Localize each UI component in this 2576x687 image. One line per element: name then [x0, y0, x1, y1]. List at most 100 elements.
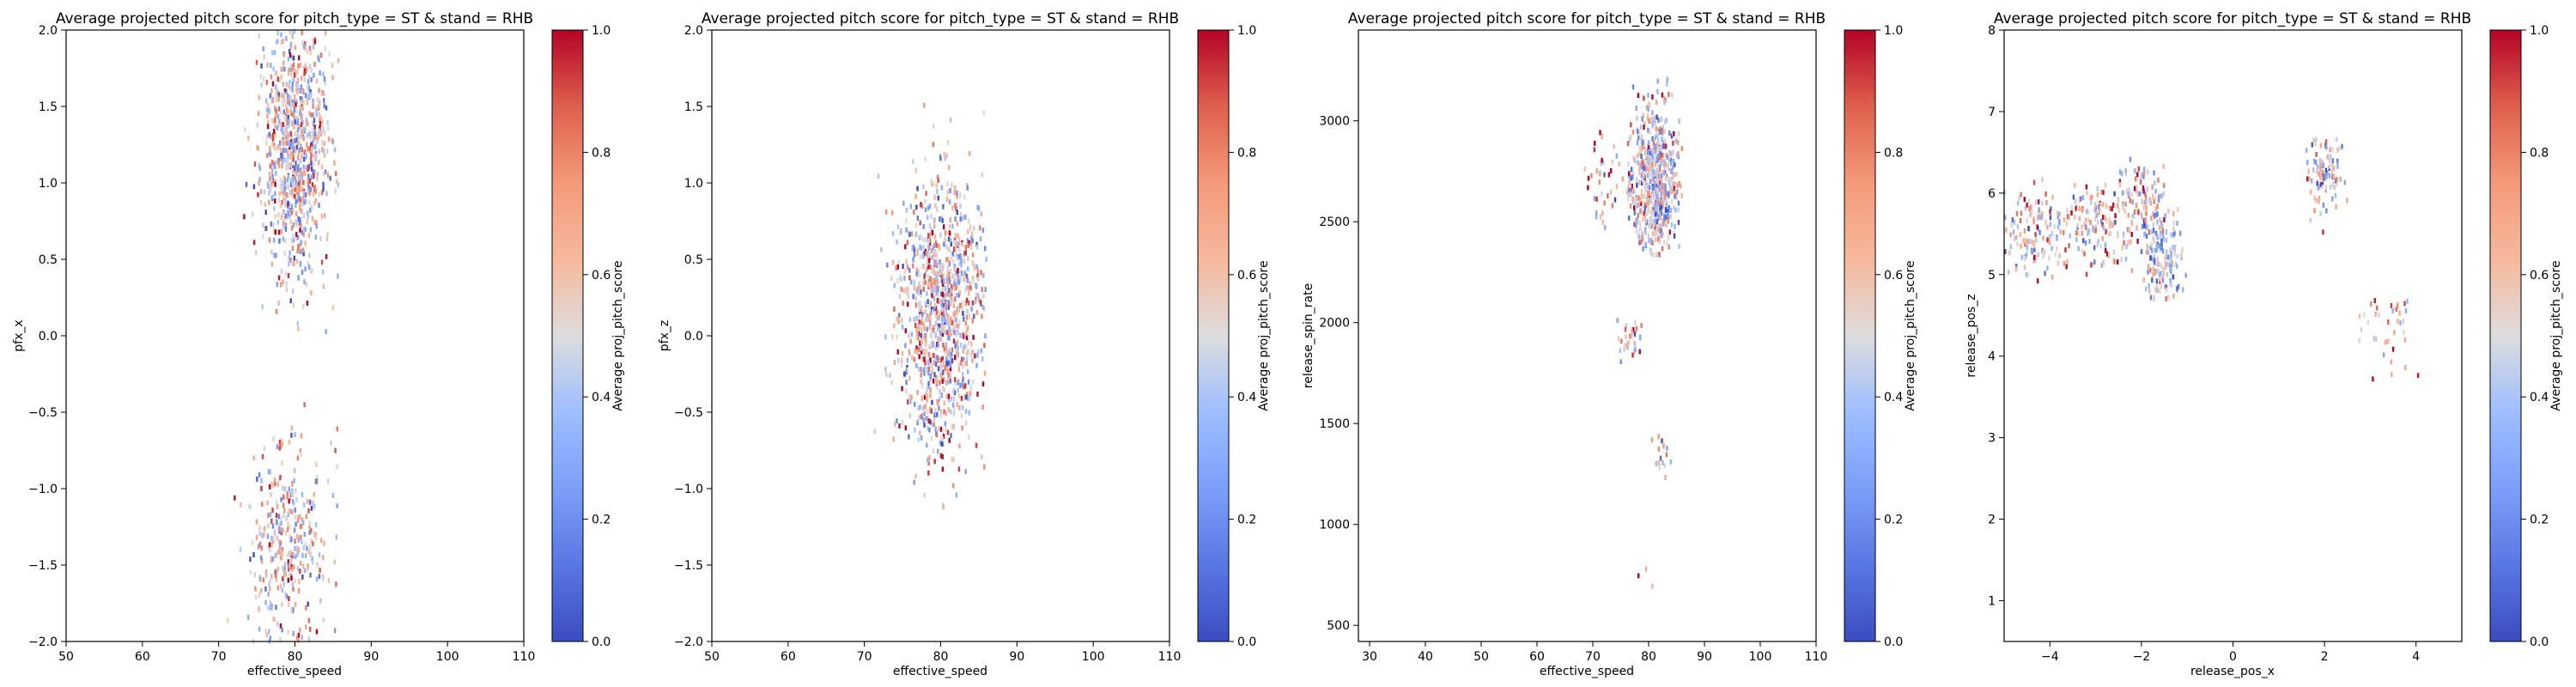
heatmap-cell	[319, 568, 321, 574]
heatmap-cell	[927, 252, 929, 257]
heatmap-cell	[983, 343, 986, 349]
heatmap-cell	[1601, 160, 1605, 165]
heatmap-cell	[1598, 179, 1601, 185]
heatmap-cell	[2170, 232, 2172, 238]
heatmap-cell	[291, 489, 294, 495]
heatmap-cell	[1637, 573, 1640, 579]
y-tick-label: −1.5	[28, 559, 58, 573]
heatmap-cell	[1643, 142, 1645, 148]
heatmap-cell	[1655, 170, 1657, 175]
heatmap-cell	[282, 130, 284, 136]
heatmap-cell	[305, 514, 308, 520]
heatmap-cell	[1607, 172, 1611, 178]
heatmap-cell	[275, 39, 278, 45]
heatmap-cell	[976, 273, 979, 279]
heatmap-cell	[935, 283, 939, 289]
heatmap-cell	[1677, 131, 1680, 137]
heatmap-cell	[315, 462, 318, 468]
heatmap-cell	[2176, 253, 2178, 259]
heatmap-cell	[2015, 210, 2019, 216]
heatmap-cell	[2319, 166, 2322, 172]
heatmap-cell	[919, 340, 921, 346]
heatmap-cell	[1640, 200, 1643, 206]
x-tick-label: 90	[363, 650, 379, 664]
heatmap-cell	[927, 238, 930, 244]
heatmap-cell	[336, 426, 339, 432]
heatmap-cell	[287, 139, 290, 145]
heatmap-cell	[1610, 167, 1613, 173]
heatmap-cell	[890, 276, 893, 282]
heatmap-cell	[291, 86, 294, 92]
heatmap-cell	[924, 337, 927, 344]
heatmap-cell	[269, 578, 272, 584]
heatmap-cell	[962, 334, 965, 339]
heatmap-cell	[948, 437, 951, 443]
heatmap-cell	[921, 253, 925, 259]
heatmap-cell	[1632, 327, 1635, 332]
heatmap-cell	[266, 124, 270, 130]
heatmap-cell	[318, 57, 320, 63]
heatmap-cell	[951, 402, 955, 408]
heatmap-cell	[307, 121, 310, 127]
heatmap-cell	[2324, 185, 2328, 191]
heatmap-cell	[922, 417, 925, 423]
heatmap-cell	[2069, 233, 2071, 239]
heatmap-cell	[298, 579, 301, 585]
heatmap-cell	[920, 396, 924, 401]
heatmap-cell	[289, 219, 292, 225]
heatmap-cell	[288, 498, 290, 504]
heatmap-cell	[927, 257, 929, 262]
heatmap-cell	[300, 122, 303, 128]
heatmap-cell	[283, 114, 286, 120]
heatmap-cell	[1643, 95, 1645, 101]
heatmap-cell	[310, 505, 313, 511]
heatmap-cell	[1637, 93, 1640, 99]
heatmap-cell	[279, 555, 283, 561]
heatmap-cell	[269, 149, 271, 155]
heatmap-cell	[898, 423, 901, 429]
heatmap-cell	[1659, 184, 1662, 190]
heatmap-cell	[910, 279, 913, 285]
heatmap-cell	[938, 309, 940, 315]
heatmap-cell	[246, 614, 250, 620]
heatmap-cell	[284, 202, 287, 208]
heatmap-cell	[288, 154, 290, 160]
heatmap-cell	[955, 341, 958, 347]
heatmap-cell	[297, 63, 300, 69]
heatmap-cell	[289, 142, 293, 148]
heatmap-cell	[1652, 167, 1655, 173]
heatmap-cell	[931, 264, 933, 271]
heatmap-cell	[271, 523, 275, 529]
heatmap-cell	[2102, 260, 2105, 265]
heatmap-cell	[2177, 207, 2179, 212]
heatmap-cell	[297, 192, 300, 198]
heatmap-cell	[274, 569, 276, 575]
heatmap-cell	[283, 223, 287, 229]
heatmap-cell	[251, 540, 254, 546]
heatmap-cell	[296, 155, 300, 161]
y-tick-label: 2000	[1319, 317, 1350, 331]
heatmap-cell	[299, 227, 301, 233]
heatmap-cell	[2370, 301, 2372, 307]
heatmap-cell	[957, 275, 960, 281]
heatmap-cell	[972, 334, 975, 340]
heatmap-cell	[1650, 223, 1653, 229]
heatmap-cell	[2036, 224, 2038, 230]
x-tick-label: 40	[1418, 650, 1433, 664]
heatmap-cell	[2372, 376, 2374, 382]
heatmap-cell	[1673, 181, 1675, 186]
heatmap-cell	[2057, 214, 2059, 220]
heatmap-cell	[1649, 117, 1652, 123]
heatmap-cell	[954, 233, 957, 239]
heatmap-cell	[930, 306, 933, 312]
heatmap-cell	[2025, 271, 2028, 277]
heatmap-cell	[306, 219, 309, 225]
heatmap-cell	[276, 219, 280, 225]
heatmap-cell	[891, 259, 895, 265]
heatmap-cell	[1626, 340, 1629, 346]
heatmap-cell	[2037, 210, 2040, 216]
heatmap-cell	[311, 216, 314, 222]
heatmap-cell	[289, 67, 292, 72]
heatmap-cell	[1659, 213, 1662, 218]
heatmap-cell	[908, 393, 911, 399]
